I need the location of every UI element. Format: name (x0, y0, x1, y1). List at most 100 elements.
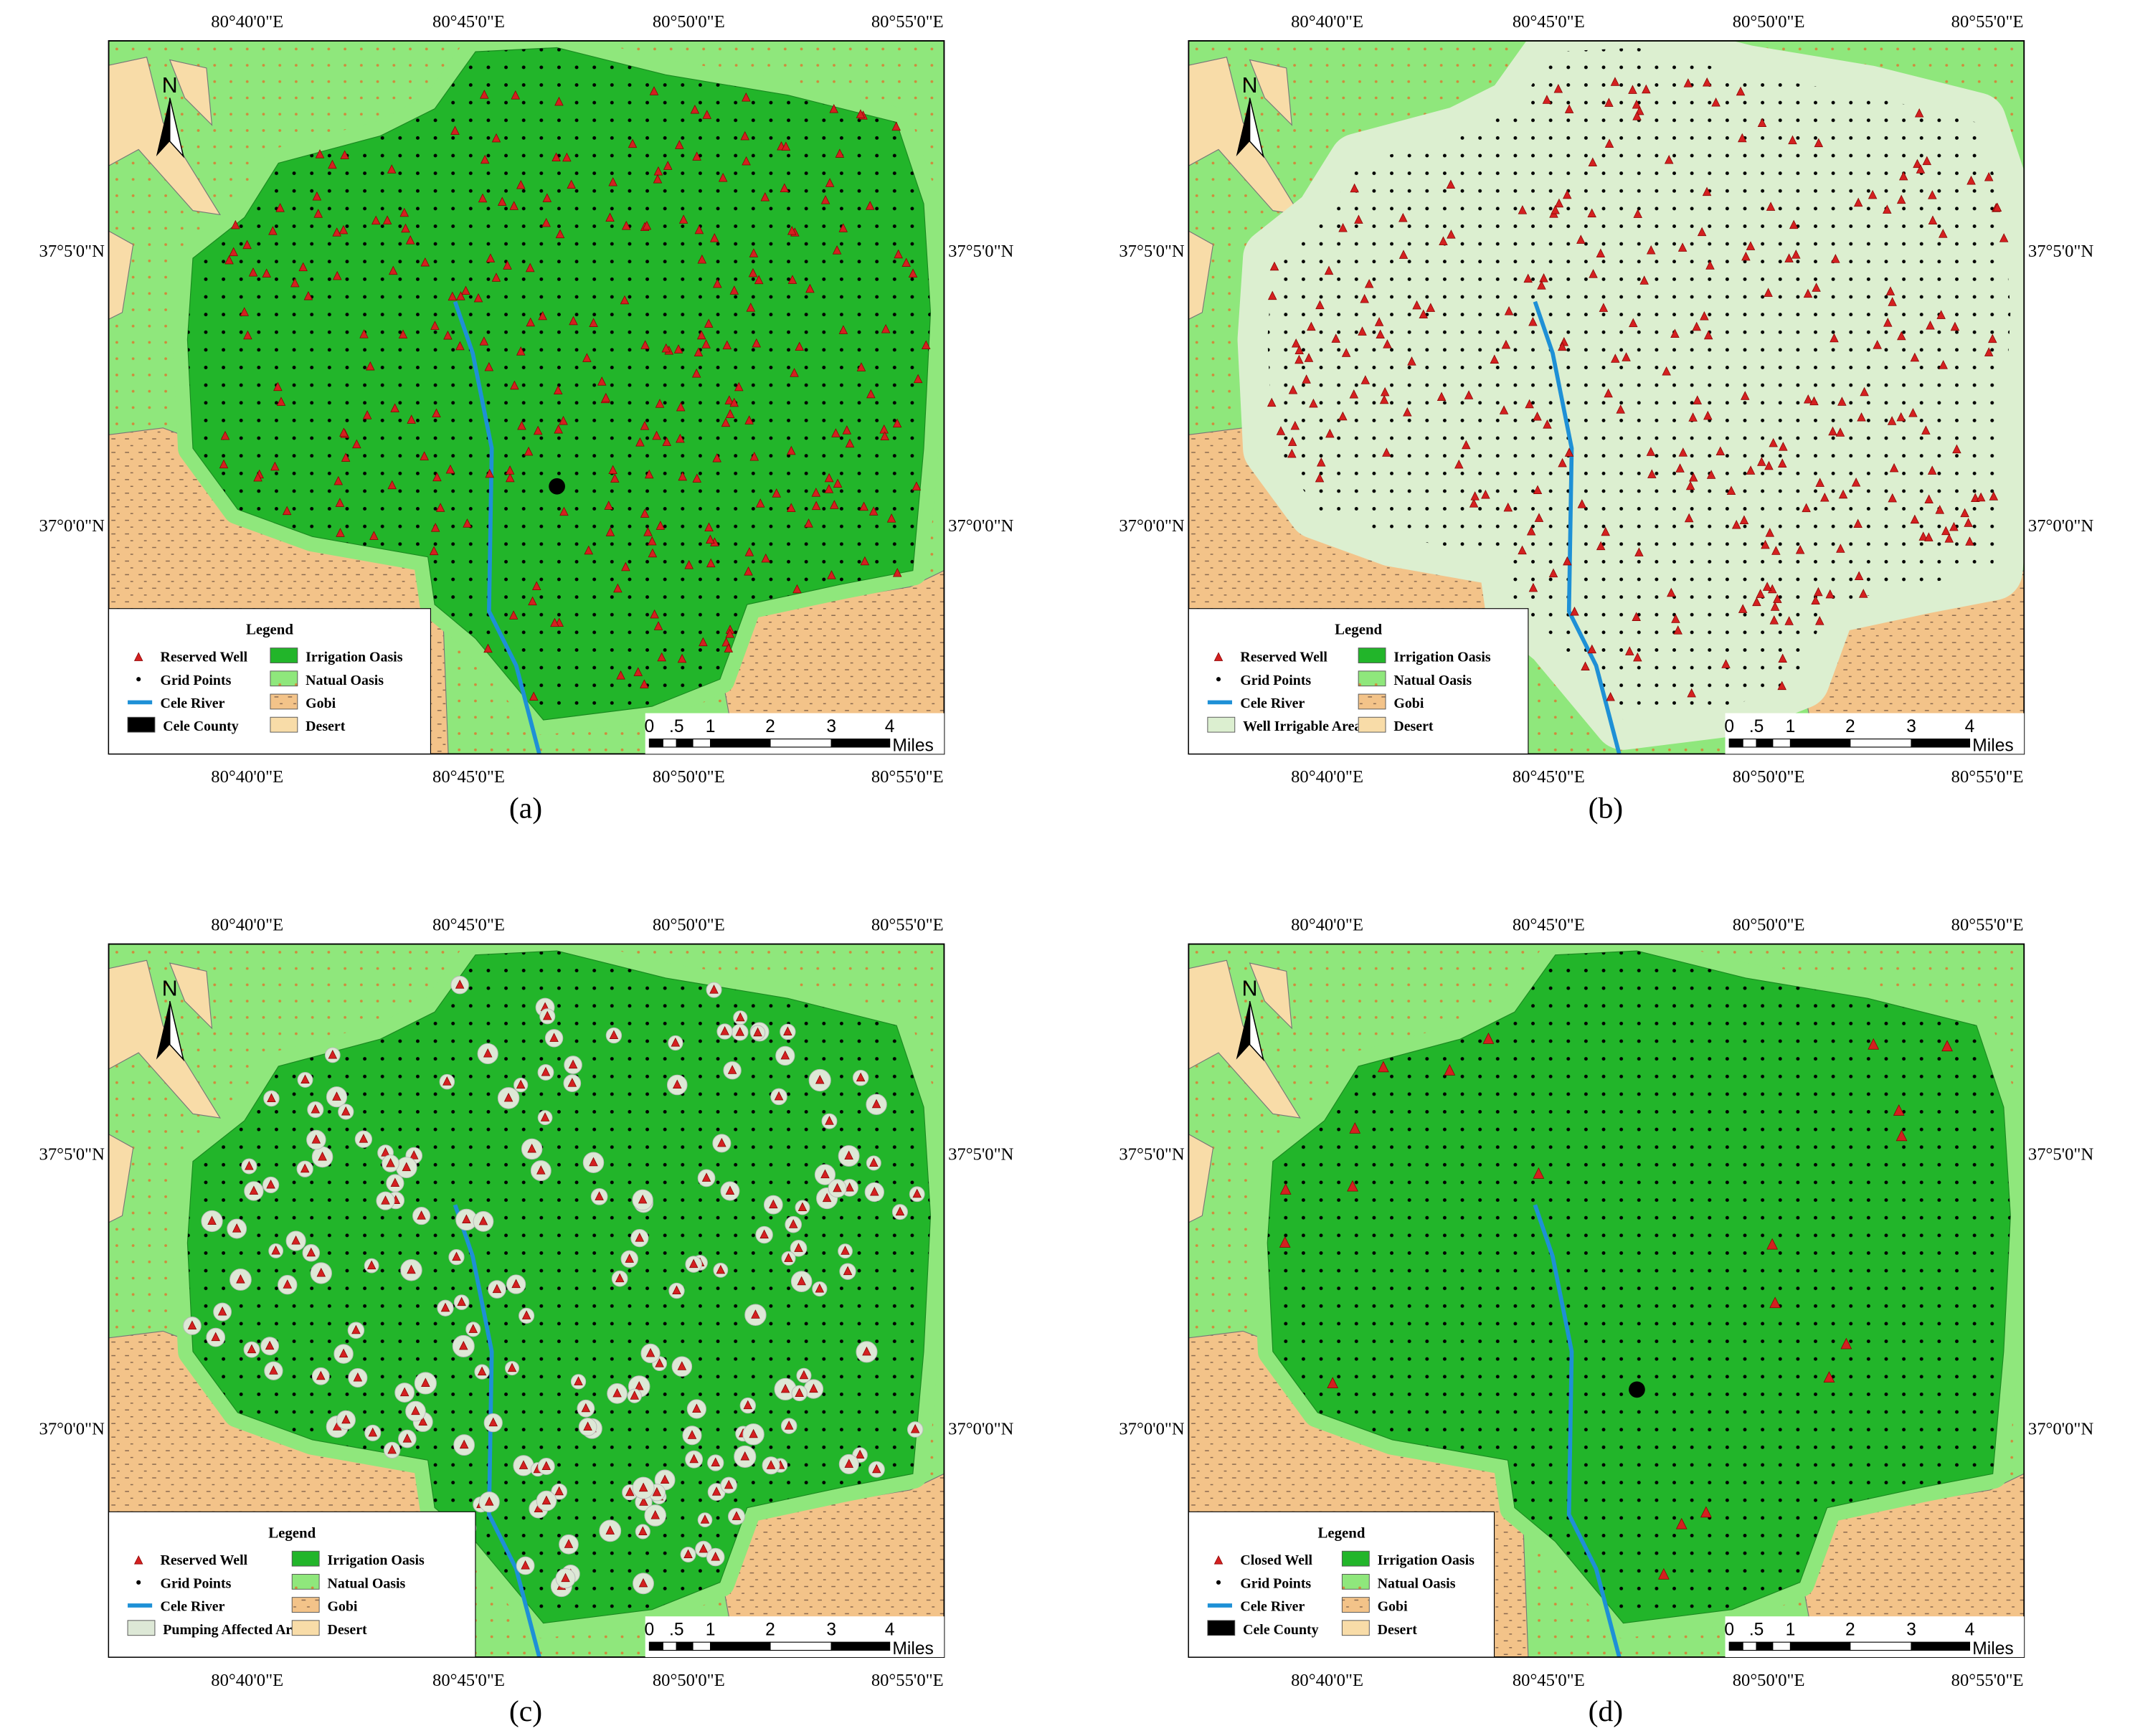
map-body (1188, 944, 2025, 1657)
legend: Legend Closed Well Grid Points Cele River Ce… (1188, 1511, 1495, 1658)
reserved-well (1784, 253, 1794, 262)
reserved-well (300, 1074, 310, 1083)
reserved-well (820, 195, 830, 204)
legend-label: Cele County (1243, 1622, 1319, 1638)
lat-label: 37°5'0"N (39, 1145, 105, 1165)
reserved-well (642, 220, 652, 230)
reserved-well (1687, 688, 1696, 698)
reserved-well (825, 1116, 834, 1125)
reserved-well (538, 310, 547, 321)
legend-label: Irrigation Oasis (1378, 1552, 1475, 1568)
reserved-well (316, 1370, 326, 1380)
reserved-well (1761, 539, 1770, 549)
reserved-well (386, 1158, 395, 1167)
reserved-well (827, 570, 836, 579)
scale-segment (770, 1641, 832, 1651)
reserved-well (328, 159, 337, 169)
reserved-well (1604, 388, 1613, 398)
reserved-well (459, 1340, 468, 1350)
reserved-well (339, 1348, 349, 1358)
reserved-well (550, 617, 559, 627)
reserved-well (597, 376, 607, 386)
cele-county (549, 478, 565, 495)
reserved-well (1739, 515, 1749, 524)
scale-segment (648, 1641, 663, 1651)
reserved-well (1802, 503, 1811, 513)
reserved-well (1888, 493, 1897, 503)
reserved-well (405, 235, 415, 245)
reserved-well (1504, 305, 1514, 316)
reserved-well (298, 262, 308, 272)
reserved-well (635, 437, 645, 447)
cele-county (1629, 1381, 1645, 1398)
reserved-well (1949, 521, 1959, 531)
reserved-well (399, 207, 410, 217)
reserved-well (463, 518, 472, 528)
map-body (1188, 40, 2025, 754)
reserved-well (1831, 254, 1840, 263)
reserved-well (1642, 84, 1651, 94)
reserved-well (1835, 427, 1845, 437)
reserved-well (450, 125, 460, 135)
reserved-well (1518, 545, 1527, 555)
legend-symbol (133, 652, 143, 661)
reserved-well (381, 1147, 390, 1157)
reserved-well (880, 431, 889, 441)
reserved-well (869, 1157, 879, 1167)
reserved-well (220, 430, 230, 440)
reserved-well (868, 506, 879, 516)
reserved-well (1324, 265, 1334, 275)
reserved-well (1581, 661, 1590, 670)
reserved-well (421, 1377, 430, 1388)
lon-label: 80°40'0"E (211, 916, 283, 935)
reserved-well (1769, 615, 1779, 625)
legend-label: Desert (1378, 1622, 1418, 1638)
reserved-well (678, 214, 688, 224)
reserved-well (797, 1202, 808, 1212)
reserved-well (1364, 279, 1374, 288)
reserved-well (536, 1165, 546, 1175)
reserved-well (521, 1560, 530, 1570)
reserved-well (1976, 492, 1986, 502)
reserved-well (1924, 494, 1933, 504)
reserved-well (407, 414, 416, 424)
legend-label: Desert (327, 1622, 367, 1638)
closed-well (1823, 1371, 1835, 1382)
reserved-well (1439, 236, 1448, 245)
reserved-well (390, 403, 399, 412)
lon-label: 80°50'0"E (1733, 916, 1805, 935)
reserved-well (784, 1253, 793, 1262)
reserved-well (742, 156, 751, 166)
north-arrow (169, 1000, 185, 1062)
lon-label: 80°45'0"E (432, 916, 505, 935)
reserved-well (811, 501, 821, 511)
reserved-well (525, 262, 535, 272)
reserved-well (332, 227, 341, 237)
reserved-well (1291, 338, 1301, 348)
reserved-well (1447, 229, 1456, 239)
lat-label: 37°5'0"N (948, 242, 1014, 261)
reserved-well (366, 361, 375, 371)
closed-well (1840, 1337, 1852, 1350)
legend-label: Natual Oasis (1393, 673, 1472, 688)
north-label: N (162, 977, 178, 1001)
reserved-well (774, 1091, 784, 1101)
reserved-well (797, 1276, 806, 1286)
reserved-well (1935, 505, 1945, 514)
reserved-well (787, 503, 796, 512)
reserved-well (1992, 202, 2002, 212)
reserved-well (1662, 366, 1671, 376)
reserved-well (1601, 526, 1610, 536)
reserved-well (694, 224, 704, 234)
reserved-well (271, 1245, 280, 1255)
closed-well (1533, 1167, 1545, 1179)
reserved-well (1302, 374, 1311, 384)
lon-label: 80°40'0"E (211, 12, 283, 32)
closed-well (1766, 1238, 1778, 1250)
legend-label: Cele County (163, 718, 239, 734)
legend-label: Gobi (1393, 696, 1424, 711)
scale-segment (662, 738, 677, 748)
reserved-well (435, 503, 445, 512)
reserved-well (517, 420, 526, 430)
reserved-well (1721, 659, 1731, 668)
